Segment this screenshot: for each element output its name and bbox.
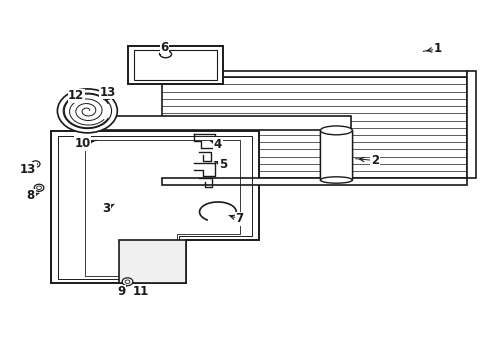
Ellipse shape	[320, 126, 351, 135]
Polygon shape	[162, 178, 466, 185]
Ellipse shape	[320, 177, 351, 183]
Circle shape	[101, 92, 112, 100]
Text: 9: 9	[117, 285, 125, 298]
Circle shape	[31, 161, 40, 167]
Polygon shape	[97, 116, 350, 130]
Text: 4: 4	[213, 138, 222, 151]
Text: 6: 6	[160, 41, 168, 54]
Text: 7: 7	[235, 212, 243, 225]
Text: 12: 12	[68, 89, 84, 102]
Text: 13: 13	[20, 163, 36, 176]
Polygon shape	[162, 77, 466, 178]
Polygon shape	[119, 240, 186, 283]
Circle shape	[122, 278, 133, 285]
Text: 13: 13	[100, 86, 116, 99]
Circle shape	[34, 184, 44, 192]
Text: 2: 2	[370, 154, 378, 167]
Polygon shape	[51, 131, 259, 283]
Polygon shape	[162, 71, 466, 77]
Text: 11: 11	[132, 285, 148, 298]
Text: 3: 3	[102, 202, 111, 215]
Text: 10: 10	[74, 137, 90, 150]
Polygon shape	[128, 46, 223, 84]
Text: 5: 5	[218, 158, 226, 171]
Text: 1: 1	[433, 42, 441, 55]
Text: 8: 8	[27, 189, 35, 202]
Polygon shape	[134, 50, 217, 80]
Circle shape	[57, 89, 117, 133]
Polygon shape	[320, 130, 351, 180]
Polygon shape	[466, 71, 475, 178]
